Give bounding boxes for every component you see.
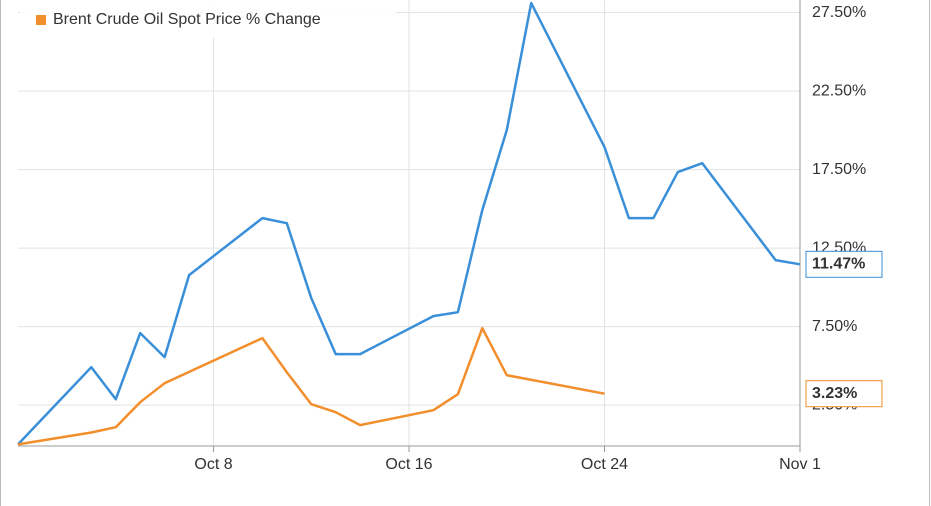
end-label: 11.47% (812, 256, 865, 273)
y-tick-label: 22.50% (812, 82, 866, 99)
end-label-box (805, 380, 883, 408)
series-line (17, 1, 801, 446)
end-label-box (805, 250, 883, 278)
legend-box (20, 0, 396, 38)
x-tick-label: Oct 24 (581, 456, 628, 473)
series-line (17, 326, 605, 446)
y-tick-label: 17.50% (812, 161, 866, 178)
y-tick-label: 7.50% (812, 318, 857, 335)
y-tick-label: 27.50% (812, 4, 866, 21)
end-label: 3.23% (812, 385, 857, 402)
x-tick-label: Oct 16 (385, 456, 432, 473)
x-tick-label: Oct 8 (194, 456, 232, 473)
legend-swatch (36, 15, 46, 25)
x-tick-label: Nov 1 (779, 456, 821, 473)
legend-label: Brent Crude Oil Spot Price % Change (53, 11, 321, 28)
